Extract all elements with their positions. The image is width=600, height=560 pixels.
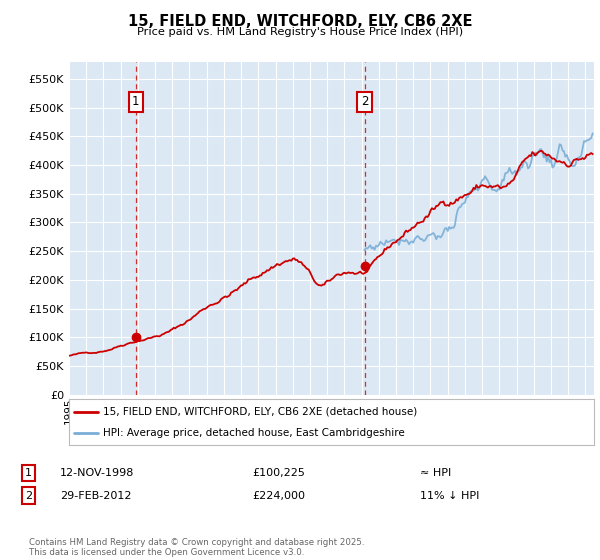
Text: £100,225: £100,225 (252, 468, 305, 478)
Text: Contains HM Land Registry data © Crown copyright and database right 2025.
This d: Contains HM Land Registry data © Crown c… (29, 538, 364, 557)
Text: £224,000: £224,000 (252, 491, 305, 501)
Text: 2: 2 (361, 95, 368, 108)
Text: 12-NOV-1998: 12-NOV-1998 (60, 468, 134, 478)
Text: ≈ HPI: ≈ HPI (420, 468, 451, 478)
Text: 1: 1 (132, 95, 139, 108)
Text: 1: 1 (25, 468, 32, 478)
Text: HPI: Average price, detached house, East Cambridgeshire: HPI: Average price, detached house, East… (103, 428, 405, 438)
Text: 15, FIELD END, WITCHFORD, ELY, CB6 2XE: 15, FIELD END, WITCHFORD, ELY, CB6 2XE (128, 14, 472, 29)
Text: 15, FIELD END, WITCHFORD, ELY, CB6 2XE (detached house): 15, FIELD END, WITCHFORD, ELY, CB6 2XE (… (103, 407, 418, 417)
Text: Price paid vs. HM Land Registry's House Price Index (HPI): Price paid vs. HM Land Registry's House … (137, 27, 463, 37)
Text: 2: 2 (25, 491, 32, 501)
Text: 29-FEB-2012: 29-FEB-2012 (60, 491, 131, 501)
Text: 11% ↓ HPI: 11% ↓ HPI (420, 491, 479, 501)
